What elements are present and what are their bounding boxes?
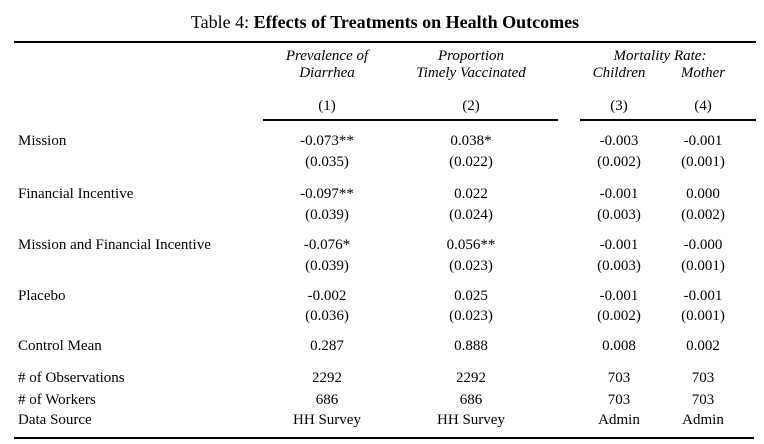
standard-error: (0.035)	[305, 154, 349, 170]
row-label: # of Workers	[18, 392, 96, 408]
table-row-mission-and-financial-incentive-se: (0.039) (0.023) (0.003) (0.001)	[0, 256, 764, 276]
table-title: Table 4: Effects of Treatments on Health…	[14, 10, 756, 34]
summary-value: 0.008	[602, 338, 636, 354]
standard-error: (0.023)	[449, 258, 493, 274]
coefficient: -0.002	[307, 288, 347, 304]
row-label: Mission	[18, 133, 67, 149]
table-row-control-mean: Control Mean 0.287 0.888 0.008 0.002	[0, 336, 764, 356]
standard-error: (0.022)	[449, 154, 493, 170]
summary-value: Admin	[598, 412, 640, 428]
coefficient: 0.025	[454, 288, 488, 304]
coefficient: 0.000	[686, 186, 720, 202]
coefficient: -0.001	[599, 237, 639, 253]
coefficient: 0.038*	[450, 133, 492, 149]
top-rule	[14, 41, 756, 43]
summary-value: 686	[315, 392, 339, 408]
col-header-mortality-group: Mortality Rate:	[613, 48, 707, 64]
summary-value: 2292	[456, 370, 486, 386]
standard-error: (0.003)	[597, 258, 641, 274]
standard-error: (0.002)	[681, 207, 725, 223]
row-label: # of Observations	[18, 370, 125, 386]
table-row-mission-and-financial-incentive: Mission and Financial Incentive -0.076* …	[0, 235, 764, 255]
coefficient: -0.001	[683, 288, 723, 304]
standard-error: (0.002)	[597, 154, 641, 170]
coefficient: -0.001	[683, 133, 723, 149]
summary-value: 703	[691, 370, 715, 386]
header-row-2: Diarrhea Timely Vaccinated Children Moth…	[0, 63, 764, 83]
col-number-1: (1)	[318, 98, 336, 114]
table-row-workers: # of Workers 686 686 703 703	[0, 390, 764, 410]
coefficient: 0.056**	[446, 237, 496, 253]
col-number-3: (3)	[610, 98, 628, 114]
summary-value: 686	[459, 392, 483, 408]
header-row-1: Prevalence of Proportion Mortality Rate:	[0, 46, 764, 66]
col-number-4: (4)	[694, 98, 712, 114]
summary-value: 2292	[312, 370, 342, 386]
coefficient: 0.022	[454, 186, 488, 202]
row-label: Mission and Financial Incentive	[18, 237, 211, 253]
table-row-placebo-se: (0.036) (0.023) (0.002) (0.001)	[0, 306, 764, 326]
summary-value: 0.888	[454, 338, 488, 354]
summary-value: 0.002	[686, 338, 720, 354]
standard-error: (0.001)	[681, 258, 725, 274]
coefficient: -0.076*	[303, 237, 351, 253]
summary-value: HH Survey	[437, 412, 505, 428]
standard-error: (0.039)	[305, 207, 349, 223]
row-label: Placebo	[18, 288, 66, 304]
summary-value: 0.287	[310, 338, 344, 354]
summary-value: 703	[607, 370, 631, 386]
table-row-financial-incentive: Financial Incentive -0.097** 0.022 -0.00…	[0, 184, 764, 204]
standard-error: (0.039)	[305, 258, 349, 274]
bottom-rule	[14, 437, 754, 439]
cmidrule-cols-1-2	[263, 119, 558, 121]
table-row-financial-incentive-se: (0.039) (0.024) (0.003) (0.002)	[0, 205, 764, 225]
standard-error: (0.023)	[449, 308, 493, 324]
table-number: Table 4:	[190, 12, 254, 32]
standard-error: (0.002)	[597, 308, 641, 324]
table-row-data-source: Data Source HH Survey HH Survey Admin Ad…	[0, 410, 764, 430]
coefficient: -0.000	[683, 237, 723, 253]
table-row-mission-se: (0.035) (0.022) (0.002) (0.001)	[0, 152, 764, 172]
col-header-diarrhea: Diarrhea	[299, 65, 355, 81]
table-title-text: Effects of Treatments on Health Outcomes	[253, 12, 580, 32]
standard-error: (0.036)	[305, 308, 349, 324]
col-header-proportion-line1: Proportion	[437, 48, 505, 64]
col-number-2: (2)	[462, 98, 480, 114]
row-label: Financial Incentive	[18, 186, 134, 202]
standard-error: (0.001)	[681, 308, 725, 324]
coefficient: -0.097**	[300, 186, 354, 202]
col-header-prevalence-line1: Prevalence of	[285, 48, 369, 64]
table-row-mission: Mission -0.073** 0.038* -0.003 -0.001	[0, 131, 764, 151]
standard-error: (0.001)	[681, 154, 725, 170]
table-row-observations: # of Observations 2292 2292 703 703	[0, 368, 764, 388]
col-header-children: Children	[592, 65, 646, 81]
coefficient: -0.003	[599, 133, 639, 149]
summary-value: 703	[691, 392, 715, 408]
standard-error: (0.024)	[449, 207, 493, 223]
standard-error: (0.003)	[597, 207, 641, 223]
row-label: Data Source	[18, 412, 92, 428]
col-header-mother: Mother	[680, 65, 726, 81]
coefficient: -0.073**	[300, 133, 354, 149]
summary-value: Admin	[682, 412, 724, 428]
table-row-placebo: Placebo -0.002 0.025 -0.001 -0.001	[0, 286, 764, 306]
summary-value: 703	[607, 392, 631, 408]
coefficient: -0.001	[599, 288, 639, 304]
col-header-timely-vaccinated: Timely Vaccinated	[416, 65, 526, 81]
coefficient: -0.001	[599, 186, 639, 202]
cmidrule-cols-3-4	[580, 119, 756, 121]
summary-value: HH Survey	[293, 412, 361, 428]
column-numbers-row: (1) (2) (3) (4)	[0, 96, 764, 116]
row-label: Control Mean	[18, 338, 102, 354]
